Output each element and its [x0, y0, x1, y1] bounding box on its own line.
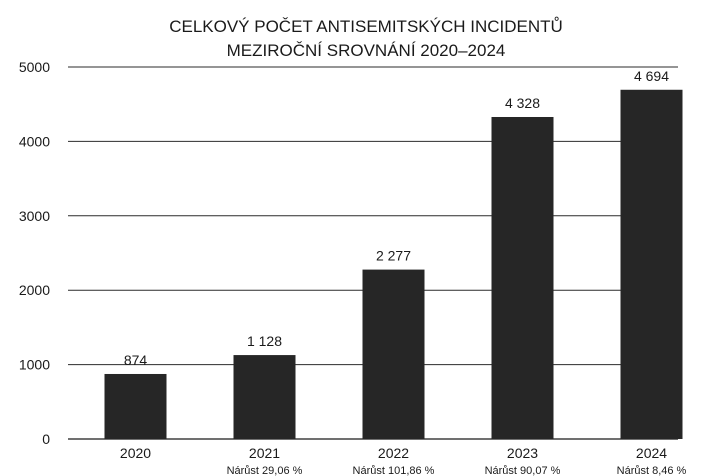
chart-title: CELKOVÝ POČET ANTISEMITSKÝCH INCIDENTŮ: [169, 17, 563, 36]
x-tick-label-2022: 2022: [378, 445, 409, 461]
data-label-2021: 1 128: [247, 333, 282, 349]
bar-2024: [620, 89, 683, 439]
bar-2023: [491, 116, 554, 440]
y-tick-label-4000: 4000: [19, 133, 50, 149]
data-label-2022: 2 277: [376, 248, 411, 264]
data-label-2023: 4 328: [505, 95, 540, 111]
x-tick-label-2021: 2021: [249, 445, 280, 461]
bar-2022: [362, 269, 425, 439]
growth-labels: Nárůst 29,06 % Nárůst 101,86 % Nárůst 90,0…: [227, 465, 687, 476]
y-tick-label-2000: 2000: [19, 282, 50, 298]
chart-subtitle: MEZIROČNÍ SROVNÁNÍ 2020–2024: [227, 41, 506, 60]
x-tick-label-2023: 2023: [507, 445, 538, 461]
y-axis-ticks: 0 1000 2000 3000 4000 5000: [19, 59, 50, 447]
y-tick-label-1000: 1000: [19, 357, 50, 373]
bar-2020: [104, 373, 167, 439]
x-axis-ticks: 2020 2021 2022 2023 2024: [120, 445, 667, 461]
bar-2021: [233, 355, 296, 439]
data-label-2020: 874: [124, 352, 148, 368]
growth-label-2023: Nárůst 90,07 %: [485, 465, 561, 476]
growth-label-2022: Nárůst 101,86 %: [353, 465, 435, 476]
growth-label-2021: Nárůst 29,06 %: [227, 465, 303, 476]
data-label-2024: 4 694: [634, 68, 669, 84]
x-tick-label-2024: 2024: [636, 445, 667, 461]
x-tick-label-2020: 2020: [120, 445, 151, 461]
bars: [104, 89, 683, 440]
growth-label-2024: Nárůst 8,46 %: [617, 465, 687, 476]
y-tick-label-0: 0: [42, 431, 50, 447]
y-tick-label-5000: 5000: [19, 59, 50, 75]
y-tick-label-3000: 3000: [19, 208, 50, 224]
data-labels: 874 1 128 2 277 4 328 4 694: [124, 68, 669, 368]
